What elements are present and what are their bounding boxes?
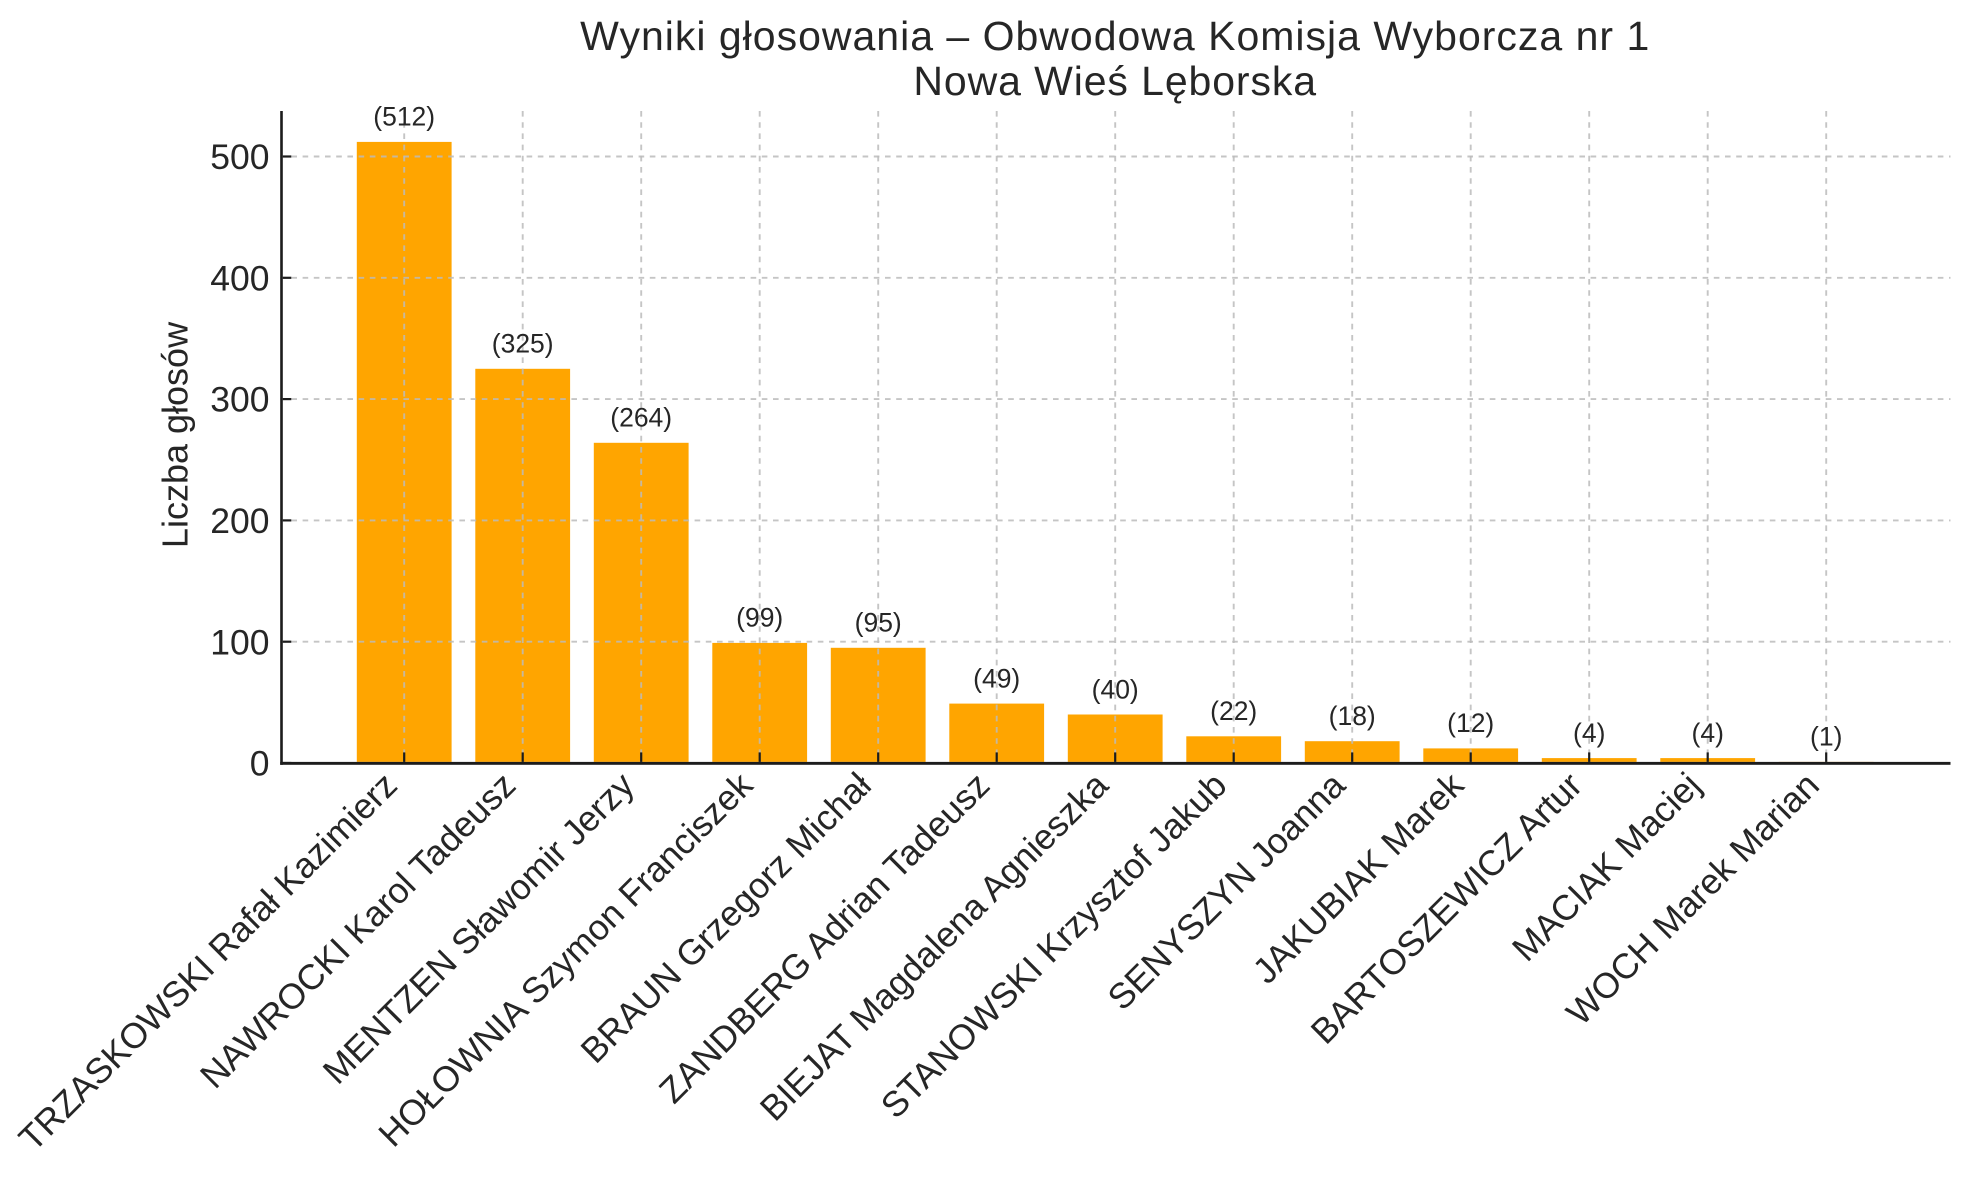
svg-text:500: 500 — [210, 137, 269, 177]
svg-text:(4): (4) — [1573, 718, 1605, 748]
svg-text:(325): (325) — [492, 329, 554, 359]
svg-text:(40): (40) — [1092, 674, 1139, 704]
svg-text:Nowa Wieś Lęborska: Nowa Wieś Lęborska — [913, 58, 1317, 104]
svg-text:0: 0 — [250, 744, 270, 784]
svg-text:300: 300 — [210, 380, 269, 420]
svg-text:400: 400 — [210, 258, 269, 298]
svg-text:(18): (18) — [1329, 701, 1376, 731]
svg-text:(95): (95) — [855, 608, 902, 638]
svg-text:(264): (264) — [610, 403, 672, 433]
svg-text:100: 100 — [210, 622, 269, 662]
svg-text:Wyniki głosowania – Obwodowa K: Wyniki głosowania – Obwodowa Komisja Wyb… — [580, 13, 1650, 59]
svg-text:(22): (22) — [1210, 696, 1257, 726]
svg-text:(49): (49) — [973, 663, 1020, 693]
svg-text:(1): (1) — [1810, 722, 1842, 752]
svg-text:(99): (99) — [736, 603, 783, 633]
svg-text:(512): (512) — [373, 102, 435, 132]
svg-text:Liczba głosów: Liczba głosów — [155, 321, 196, 548]
svg-text:(4): (4) — [1692, 718, 1724, 748]
svg-text:(12): (12) — [1447, 708, 1494, 738]
svg-text:200: 200 — [210, 501, 269, 541]
